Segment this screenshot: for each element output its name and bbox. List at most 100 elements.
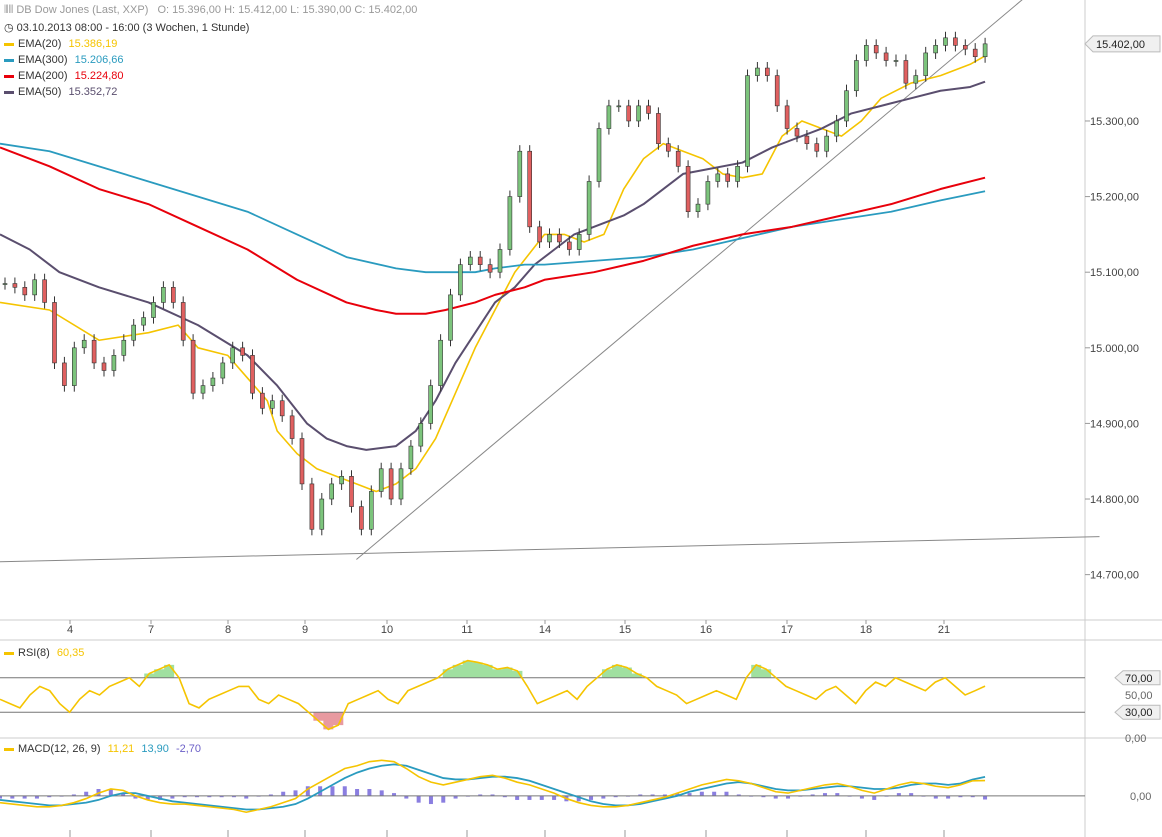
last-price-box (1084, 35, 1161, 53)
macd-histogram-bar (231, 795, 236, 798)
macd-histogram-bar (453, 795, 458, 799)
candle-body (913, 75, 919, 84)
y-tick-label: 15.000,00 (1090, 343, 1139, 355)
candle-body (705, 181, 711, 205)
macd-legend: MACD(12, 26, 9) 11,21 13,90 -2,70 (4, 743, 201, 755)
macd-histogram-bar (761, 795, 766, 798)
rsi-level-box (1114, 704, 1161, 720)
candle-body (517, 150, 523, 197)
macd-histogram-bar (983, 795, 988, 800)
macd-tick-label: 0,00 (1130, 791, 1151, 803)
candle-body (190, 339, 196, 394)
candle-body (774, 75, 780, 107)
y-tick-label: 15.300,00 (1090, 116, 1139, 128)
macd-histogram-bar (896, 793, 901, 796)
candle-body (675, 150, 681, 167)
candle-body (972, 48, 978, 58)
candle-body (161, 287, 166, 303)
candle-body (962, 45, 968, 50)
macd-histogram-bar (145, 795, 150, 800)
macd-histogram-bar (293, 790, 298, 796)
rsi-tick-label: 30,00 (1125, 707, 1153, 719)
price-axis: 15.300,00 15.200,00 15.100,00 15.000,00 14.9… (1084, 35, 1161, 582)
macd-label: MACD(12, 26, 9) (18, 743, 101, 755)
macd-histogram-bar (195, 795, 200, 798)
trendline (356, 0, 1023, 560)
rsi-level-box (1114, 670, 1161, 686)
candle-body (755, 67, 760, 76)
candle-body (507, 196, 513, 250)
signal-value: 13,90 (141, 743, 169, 755)
candle-body (854, 60, 859, 92)
candlesticks (2, 31, 988, 536)
rsi-tick-label: 0,00 (1125, 733, 1146, 745)
candle-body (309, 483, 315, 530)
macd-histogram-bar (552, 795, 557, 800)
macd-histogram-bar (675, 793, 680, 796)
x-tick-label: 21 (938, 624, 950, 636)
x-tick-label: 11 (461, 624, 472, 636)
candle-body (537, 226, 542, 243)
period-row: ◷ 03.10.2013 08:00 - 16:00 (3 Wochen, 1 … (4, 21, 249, 34)
candle-body (636, 105, 641, 122)
candle-body (260, 392, 265, 409)
macd-histogram-bar (379, 790, 384, 796)
candle-body (101, 362, 107, 371)
legend-item-ema50: EMA(50) 15.352,72 (4, 86, 117, 98)
rsi-tick-label: 50,00 (1125, 690, 1153, 702)
macd-histogram-bar (355, 789, 360, 796)
candle-body (279, 400, 285, 417)
macd-histogram-bar (859, 795, 864, 799)
macd-histogram-bar (601, 795, 606, 799)
legend-swatch (4, 58, 14, 62)
macd-histogram-bar (539, 795, 544, 800)
legend-label: EMA(50) (18, 86, 62, 98)
y-tick-label: 14.900,00 (1090, 418, 1139, 430)
candle-body (359, 506, 364, 530)
legend-swatch (4, 42, 14, 46)
candle-body (487, 264, 493, 273)
macd-histogram-bar (970, 795, 975, 798)
candle-body (834, 120, 839, 137)
macd-histogram-bar (133, 795, 138, 799)
candle-body (745, 75, 750, 167)
legend-item-ema200: EMA(200) 15.224,80 (4, 70, 124, 82)
candle-body (547, 234, 552, 243)
macd-histogram-bar (441, 795, 446, 803)
candle-body (250, 355, 255, 394)
candle-body (151, 302, 156, 318)
candle-body (735, 166, 740, 182)
candle-body (715, 173, 721, 182)
legend-value: 15.206,66 (74, 54, 124, 66)
macd-histogram-bar (724, 791, 729, 796)
macd-histogram-bar (121, 793, 126, 796)
macd-histogram-bar (650, 794, 655, 796)
candle-body (180, 302, 186, 341)
candle-body (32, 279, 38, 296)
candle-body (388, 468, 394, 500)
candle-body (220, 362, 226, 379)
candle-body (467, 256, 473, 265)
macd-histogram-bar (638, 794, 643, 796)
header-title-row: ⫴⫴ DB Dow Jones (Last, XXP) O: 15.396,00… (4, 4, 417, 17)
macd-histogram-bar (108, 789, 113, 796)
rsi-legend: RSI(8) 60,35 (4, 647, 84, 659)
y-tick-label: 14.800,00 (1090, 494, 1139, 506)
rsi-overbought-fill (144, 660, 772, 678)
clock-icon: ◷ (4, 22, 14, 34)
candle-body (606, 105, 612, 129)
legend-label: EMA(300) (18, 54, 68, 66)
legend-label: EMA(200) (18, 70, 68, 82)
candle-body (12, 283, 18, 288)
instrument-title: DB Dow Jones (Last, XXP) (16, 4, 149, 16)
candle-body (289, 415, 295, 439)
macd-histogram-bar (786, 795, 791, 799)
macd-histogram-bar (182, 795, 187, 798)
candle-body (873, 45, 879, 54)
candle-body (240, 347, 245, 356)
period-text: 03.10.2013 08:00 - 16:00 (3 Wochen, 1 St… (16, 22, 250, 34)
candle-body (42, 279, 47, 303)
candle-body (398, 468, 404, 500)
candle-body (477, 256, 483, 265)
